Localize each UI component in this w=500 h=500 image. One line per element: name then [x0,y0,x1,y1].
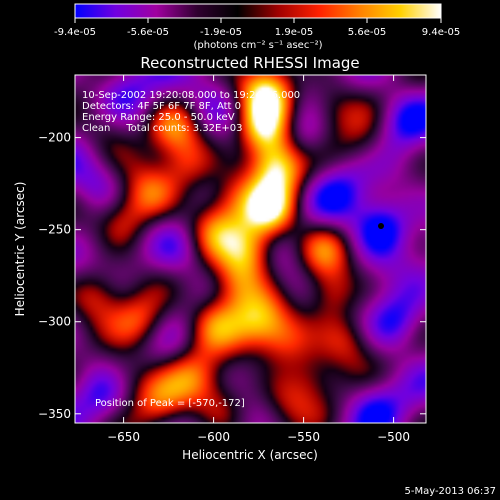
y-tick-label: −350 [38,407,71,421]
chart-title: Reconstructed RHESSI Image [140,54,359,72]
annotation-detectors: Detectors: 4F 5F 6F 7F 8F, Att 0 [82,101,241,112]
plot-frame [74,74,427,424]
x-axis: −650 −600 −550 −500 [107,75,410,444]
x-tick-label: −500 [377,430,410,444]
x-tick-label: −550 [287,430,320,444]
colorbar-tick-label: 1.9e-05 [275,27,313,38]
y-axis-label: Heliocentric Y (arcsec) [13,182,27,317]
y-tick-label: −200 [38,131,71,145]
colorbar-unit-label: (photons cm⁻² s⁻¹ asec⁻²) [193,40,322,51]
footer-date: 5-May-2013 06:37 [404,486,496,497]
annotation-time-range: 10-Sep-2002 19:20:08.000 to 19:24:16.000 [82,90,300,101]
y-tick-label: −250 [38,223,71,237]
colorbar-tick-label: -9.4e-05 [54,27,96,38]
colorbar-tick-label: 5.6e-05 [348,27,386,38]
y-axis: −350 −300 −250 −200 [38,131,426,421]
y-tick-label: −300 [38,315,71,329]
x-tick-label: −650 [107,430,140,444]
colorbar-tick-label: -5.6e-05 [127,27,169,38]
colorbar-tick-label: 9.4e-05 [422,27,460,38]
annotation-energy-range: Energy Range: 25.0 - 50.0 keV [82,112,235,123]
x-axis-label: Heliocentric X (arcsec) [182,448,318,462]
negative-min-marker [378,222,384,229]
colorbar-tick-label: -1.9e-05 [200,27,242,38]
x-tick-label: −600 [197,430,230,444]
annotation-clean-counts: Clean Total counts: 3.32E+03 [82,123,242,134]
colorbar [74,3,442,19]
colorbar-ticks [74,18,442,23]
peak-position-label: Position of Peak = [-570,-172] [95,398,245,409]
annotation-block: 10-Sep-2002 19:20:08.000 to 19:24:16.000… [82,90,300,134]
heatmap-image [75,75,426,423]
